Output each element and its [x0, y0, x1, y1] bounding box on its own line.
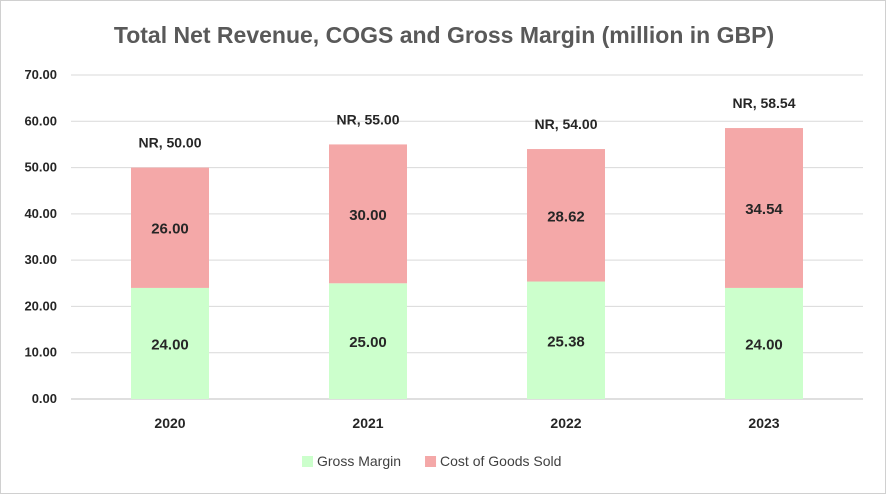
data-label: 25.00: [349, 334, 387, 351]
bar-segment: [527, 149, 605, 282]
data-label: 30.00: [349, 207, 387, 224]
y-tick-label: 50.00: [24, 160, 57, 175]
y-tick-label: 10.00: [24, 345, 57, 360]
x-tick-label: 2023: [748, 415, 779, 431]
data-label: 34.54: [745, 201, 783, 218]
y-tick-label: 20.00: [24, 298, 57, 313]
bar-segment: [131, 167, 209, 288]
legend-swatch: [425, 456, 437, 467]
bar-segment: [329, 283, 407, 399]
x-tick-label: 2022: [550, 415, 581, 431]
y-tick-label: 30.00: [24, 252, 57, 267]
data-label: 28.62: [547, 208, 585, 225]
legend-label: Gross Margin: [317, 453, 401, 469]
chart-title: Total Net Revenue, COGS and Gross Margin…: [114, 22, 774, 48]
bar-segment: [329, 144, 407, 284]
y-tick-label: 70.00: [24, 67, 57, 82]
y-tick-label: 40.00: [24, 206, 57, 221]
y-tick-label: 0.00: [32, 391, 57, 406]
x-axis-tick-labels: 2020 2021 2022 2023: [154, 415, 779, 431]
bar-segment: [725, 128, 803, 288]
total-label: NR, 58.54: [732, 95, 795, 111]
x-tick-label: 2020: [154, 415, 185, 431]
data-label: 25.38: [547, 333, 585, 350]
bars: 24.00 26.00 NR, 50.00 25.00 30.00 NR, 55.00 25…: [131, 95, 803, 399]
total-label: NR, 55.00: [336, 111, 399, 127]
legend-swatch: [302, 456, 313, 467]
legend: Gross Margin Cost of Goods Sold: [302, 453, 561, 469]
total-label: NR, 54.00: [534, 116, 597, 132]
y-tick-label: 60.00: [24, 113, 57, 128]
legend-label: Cost of Goods Sold: [440, 453, 561, 469]
bar-segment: [131, 287, 209, 399]
bar-segment: [527, 281, 605, 399]
total-label: NR, 50.00: [138, 135, 201, 151]
x-tick-label: 2021: [352, 415, 383, 431]
data-label: 24.00: [745, 336, 783, 353]
bar-segment: [725, 287, 803, 399]
data-label: 24.00: [151, 336, 189, 353]
y-axis-tick-labels: 0.00 10.00 20.00 30.00 40.00 50.00 60.00 70.00: [24, 67, 57, 406]
data-label: 26.00: [151, 221, 189, 238]
